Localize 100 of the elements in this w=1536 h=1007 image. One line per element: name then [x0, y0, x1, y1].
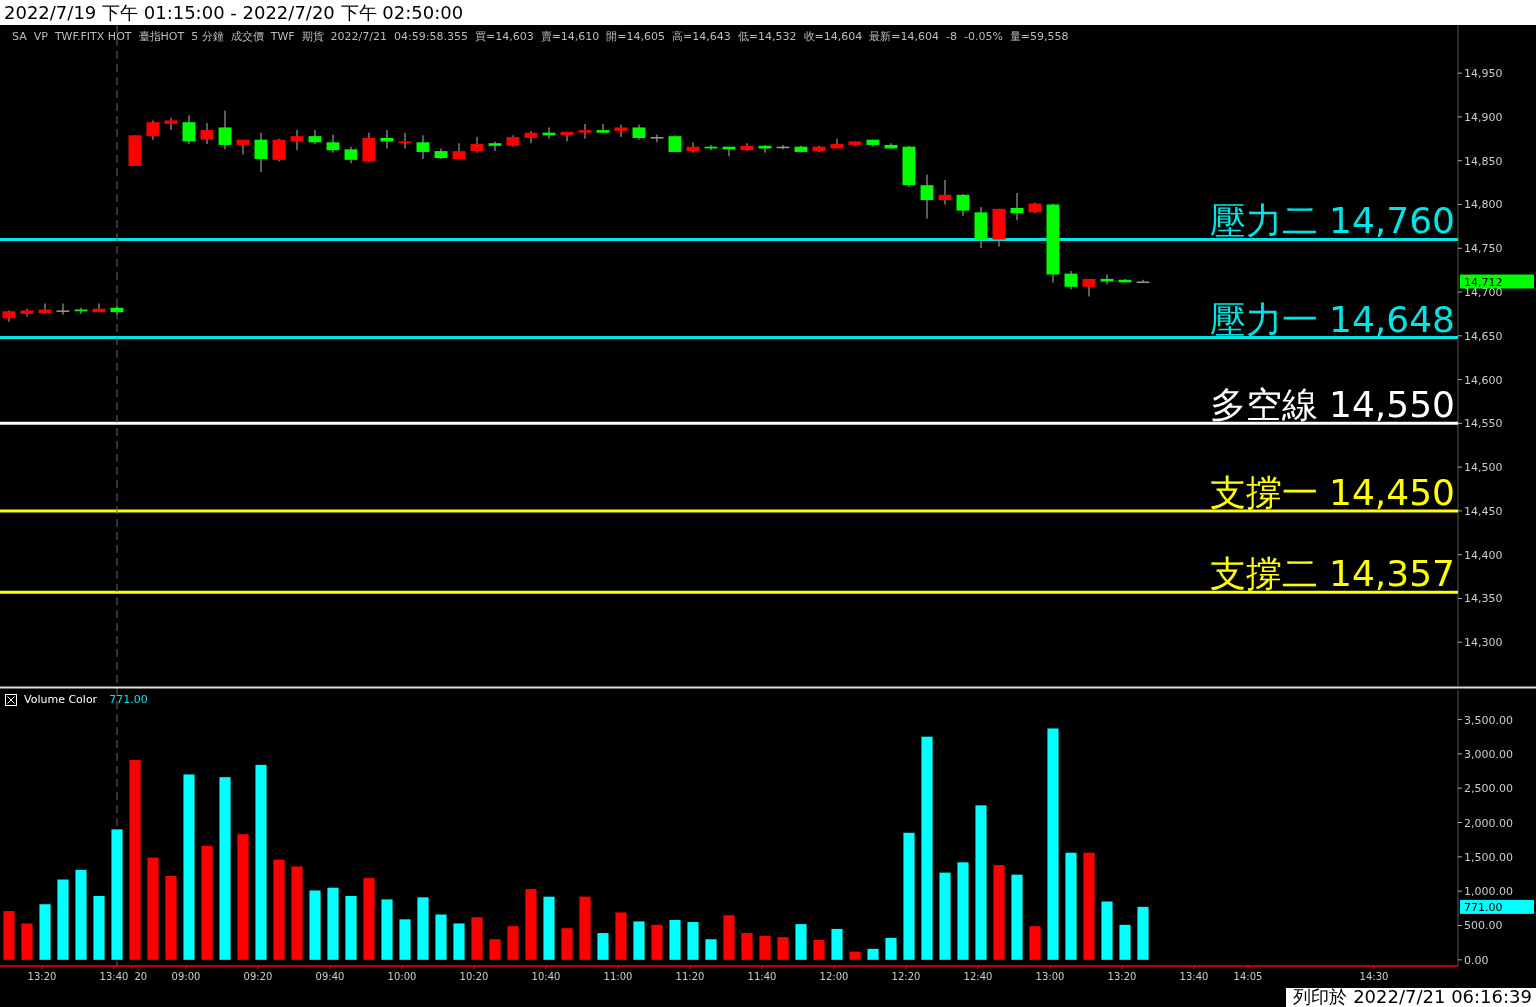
bar — [525, 889, 537, 960]
x-tick-label: 10:40 — [531, 971, 561, 982]
annotation: 量=59,558 — [1009, 30, 1069, 43]
bar — [363, 878, 375, 960]
y-tick-label: 1,500.00 — [1464, 850, 1513, 864]
bar — [561, 928, 573, 960]
bar — [759, 935, 771, 960]
annotation: TWF.FITX HOT — [53, 30, 132, 43]
annotation: 2022/7/21 — [330, 30, 388, 43]
y-tick-label: 0.00 — [1464, 953, 1489, 967]
bar — [579, 896, 591, 960]
annotation: 低=14,532 — [737, 30, 797, 43]
annotation: 最新=14,604 — [869, 30, 939, 43]
text: 14,712 — [1464, 275, 1503, 289]
bar — [723, 915, 735, 960]
x-tick-label: 11:00 — [603, 971, 633, 982]
annotation: 賣=14,610 — [540, 30, 600, 43]
ref-line-label: 支撐一 14,450 — [1209, 471, 1455, 513]
bar — [147, 857, 159, 960]
candlestick — [578, 123, 592, 140]
bar — [867, 948, 879, 960]
x-tick-label: 09:20 — [243, 971, 273, 982]
y-tick-label: 14,550 — [1464, 417, 1503, 431]
y-tick-label: 3,500.00 — [1464, 713, 1513, 727]
bar — [615, 912, 627, 960]
bar — [219, 777, 231, 960]
annotation: SA — [12, 30, 28, 43]
bar — [1011, 874, 1023, 960]
x-tick-label: 13:20 — [27, 971, 57, 982]
y-tick-label: 14,800 — [1464, 198, 1503, 212]
x-tick-label: 13:40 — [1179, 971, 1209, 982]
annotation: 771.00 — [109, 693, 148, 706]
ref-line-label: 壓力二 14,760 — [1209, 200, 1455, 242]
bar — [21, 923, 33, 960]
text: 771.00 — [1464, 900, 1503, 914]
candlestick — [596, 123, 610, 134]
candlestick — [488, 140, 502, 152]
candlestick — [614, 124, 628, 138]
candlestick — [1064, 270, 1078, 290]
y-tick-label: 2,500.00 — [1464, 782, 1513, 796]
chart-title: 2022/7/19 下午 01:15:00 - 2022/7/20 下午 02:50:00 — [4, 2, 464, 23]
candlestick — [164, 117, 178, 131]
annotation: 收=14,604 — [803, 30, 863, 43]
annotation: 5 分鐘 — [191, 30, 224, 43]
bar — [921, 736, 933, 960]
y-tick-label: 14,600 — [1464, 373, 1503, 387]
candlestick — [650, 133, 664, 143]
bar — [795, 924, 807, 960]
annotation: 成交價 — [230, 30, 264, 43]
bar — [543, 896, 555, 960]
bar — [507, 926, 519, 960]
x-tick-label: 14:30 — [1359, 971, 1389, 982]
bar — [633, 921, 645, 960]
bar — [471, 917, 483, 960]
bar — [255, 764, 267, 960]
x-tick-label: 12:00 — [819, 971, 849, 982]
y-tick-label: 3,000.00 — [1464, 747, 1513, 761]
candlestick — [1100, 273, 1114, 285]
bar — [93, 895, 105, 960]
bar — [813, 939, 825, 960]
y-tick-label: 14,650 — [1464, 329, 1503, 343]
x-tick-label: 11:40 — [747, 971, 777, 982]
y-tick-label: 14,750 — [1464, 242, 1503, 256]
candlestick — [956, 193, 970, 217]
candlestick — [182, 114, 196, 145]
candlestick — [920, 174, 934, 220]
bar — [165, 876, 177, 960]
x-tick-label: 14:05 — [1233, 971, 1263, 982]
bar — [75, 869, 87, 960]
bar — [1047, 728, 1059, 960]
bar — [777, 937, 789, 960]
bar — [129, 760, 141, 960]
y-tick-label: 14,400 — [1464, 548, 1503, 562]
ref-line-label: 支撐二 14,357 — [1209, 553, 1455, 595]
bar — [201, 845, 213, 960]
bar — [345, 895, 357, 960]
bar — [417, 897, 429, 960]
x-tick-label: 10:20 — [459, 971, 489, 982]
bar — [1083, 852, 1095, 960]
bar — [885, 937, 897, 960]
bar — [687, 922, 699, 960]
bar — [741, 933, 753, 960]
bar — [651, 924, 663, 960]
text: Volume Color — [24, 693, 98, 706]
bar — [1101, 901, 1113, 960]
y-tick-label: 1,000.00 — [1464, 885, 1513, 899]
annotation: 04:59:58.355 — [394, 30, 468, 43]
bar — [57, 879, 69, 960]
bar — [1029, 926, 1041, 960]
text: 列印於 2022/7/21 06:16:39 — [1293, 986, 1532, 1007]
bar — [831, 928, 843, 960]
annotation: 開=14,605 — [606, 30, 666, 43]
x-tick-label: 09:40 — [315, 971, 345, 982]
candlestick — [470, 136, 484, 154]
candlestick — [56, 302, 70, 316]
candlestick — [218, 110, 232, 150]
x-tick-label: 13:00 — [1035, 971, 1065, 982]
annotation: 高=14,643 — [672, 30, 731, 43]
candlestick — [398, 132, 412, 150]
bar — [111, 829, 123, 960]
